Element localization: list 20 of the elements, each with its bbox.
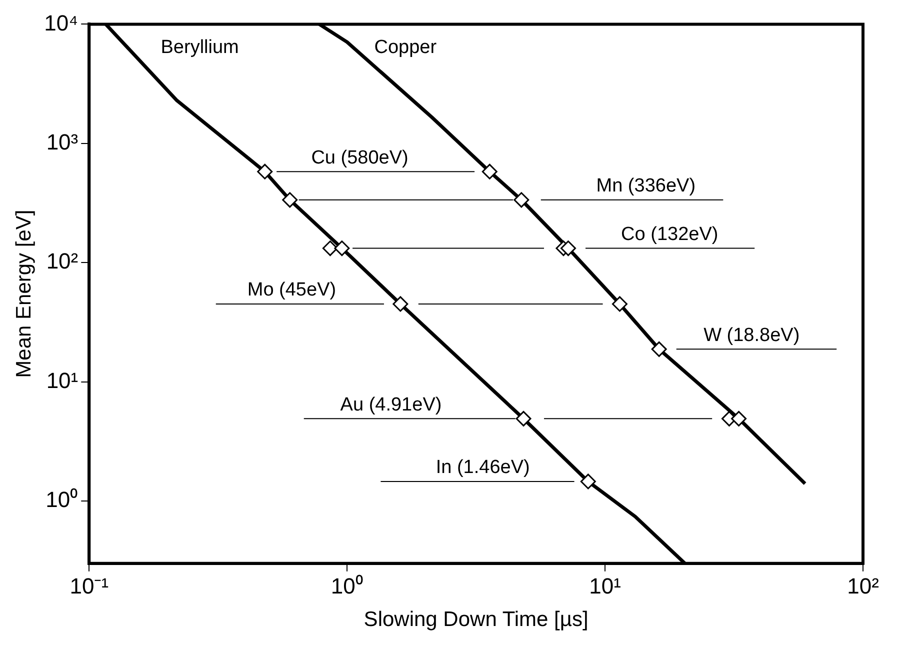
y-tick-label: 10³ (46, 129, 78, 154)
annotation: Mn (336eV) (596, 176, 696, 197)
y-tick-label: 10⁴ (44, 10, 78, 36)
x-tick-label: 10² (847, 574, 879, 599)
annotation: Au (4.91eV) (340, 394, 442, 416)
y-axis-title: Mean Energy [eV] (12, 210, 36, 378)
annotation: Cu (580eV) (311, 147, 408, 168)
annotation: In (1.46eV) (436, 457, 530, 478)
annotation: Mo (45eV) (247, 280, 336, 301)
series-label: Beryllium (160, 36, 239, 58)
annotation: W (18.8eV) (704, 324, 800, 346)
x-tick-label: 10⁰ (330, 574, 364, 599)
y-tick-label: 10⁰ (46, 487, 78, 512)
y-tick-label: 10² (46, 248, 78, 274)
x-tick-label: 10¹ (589, 574, 621, 599)
series-label: Copper (374, 36, 438, 58)
x-axis-title: Slowing Down Time [µs] (364, 608, 588, 632)
y-tick-label: 10¹ (46, 368, 78, 393)
annotation: Co (132eV) (621, 224, 718, 245)
x-tick-label: 10⁻¹ (70, 574, 109, 599)
